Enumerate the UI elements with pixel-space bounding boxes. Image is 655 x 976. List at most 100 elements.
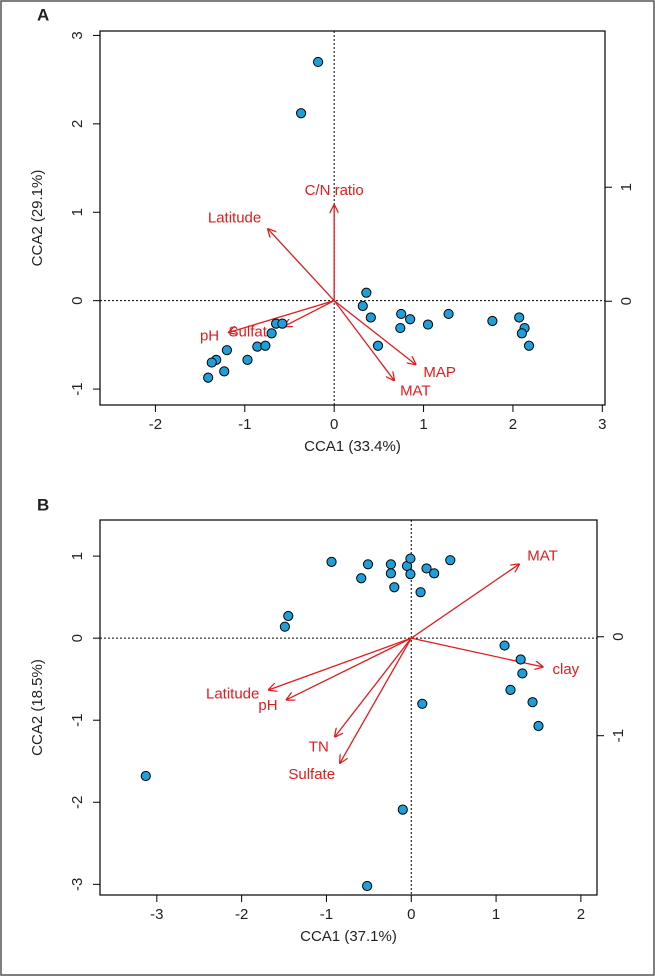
x-axis-label: CCA1 (33.4%) xyxy=(304,438,401,455)
y2-tick-label: 0 xyxy=(618,297,635,305)
y-tick-label: 0 xyxy=(69,296,86,304)
vector-label: pH xyxy=(258,697,277,714)
vector-label: clay xyxy=(552,661,579,678)
y-tick-label: 1 xyxy=(69,552,86,560)
vector-label: MAT xyxy=(400,382,431,399)
x-tick-label: -1 xyxy=(320,906,333,923)
plot-frame xyxy=(99,519,598,896)
y-tick-label: -2 xyxy=(69,796,86,809)
x-tick-label: 2 xyxy=(577,906,585,923)
y-axis-label: CCA2 (18.5%) xyxy=(29,659,46,756)
x-tick-label: -3 xyxy=(150,906,163,923)
site-point xyxy=(260,340,271,351)
plot-frame xyxy=(99,30,606,406)
site-point xyxy=(523,340,535,351)
vector-arrow xyxy=(287,637,412,700)
y-tick-label: 1 xyxy=(69,208,86,216)
site-point xyxy=(219,366,230,377)
site-point xyxy=(405,553,416,564)
site-point xyxy=(385,559,397,570)
vector-arrow xyxy=(333,300,394,381)
vector-label: Sulfate xyxy=(288,766,335,783)
site-point xyxy=(527,697,538,708)
x-axis-label: CCA1 (37.1%) xyxy=(300,928,397,945)
site-point xyxy=(242,354,253,366)
x-tick-label: 0 xyxy=(330,416,338,433)
site-point xyxy=(356,573,367,584)
site-point xyxy=(429,568,440,579)
site-point xyxy=(357,300,368,312)
site-point xyxy=(499,640,510,651)
site-point xyxy=(326,556,337,567)
x-tick-label: -2 xyxy=(235,906,248,923)
vector-label: C/N ratio xyxy=(305,182,364,199)
site-point xyxy=(312,56,324,68)
x-tick-label: -2 xyxy=(149,416,162,433)
y-tick-label: 0 xyxy=(69,634,86,642)
site-point xyxy=(385,568,397,579)
vector-label: MAT xyxy=(527,547,558,564)
site-point xyxy=(421,563,432,574)
y2-tick-label: -1 xyxy=(610,729,627,742)
vector-label: MAP xyxy=(423,364,456,381)
site-point xyxy=(396,308,407,320)
site-point xyxy=(140,770,151,782)
site-point xyxy=(515,654,526,665)
x-tick-label: 1 xyxy=(492,906,500,923)
x-tick-label: -1 xyxy=(238,416,251,433)
site-point xyxy=(517,668,528,679)
x-tick-label: 1 xyxy=(419,416,427,433)
vector-arrow xyxy=(284,300,335,327)
vector-arrow xyxy=(335,637,412,736)
site-point xyxy=(505,684,516,695)
panel-label: A xyxy=(37,5,49,24)
site-point xyxy=(533,720,544,732)
vector-label: Sulfate xyxy=(229,324,276,341)
site-point xyxy=(365,312,376,323)
site-point xyxy=(516,328,527,339)
y2-tick-label: 0 xyxy=(610,633,627,641)
site-point xyxy=(397,804,408,815)
site-point xyxy=(361,287,372,298)
y-tick-label: 2 xyxy=(69,120,86,128)
vector-arrow xyxy=(333,300,415,365)
x-tick-label: 3 xyxy=(598,416,606,433)
site-point xyxy=(203,372,214,383)
site-point xyxy=(405,569,416,580)
site-point xyxy=(389,582,400,593)
y-tick-label: -1 xyxy=(69,382,86,395)
vector-label: pH xyxy=(200,328,219,345)
site-point xyxy=(415,587,426,598)
vector-arrow xyxy=(229,300,335,333)
vector-arrow xyxy=(410,564,519,639)
site-point xyxy=(372,340,384,351)
site-point xyxy=(266,328,277,339)
y-tick-label: 3 xyxy=(69,31,86,39)
site-point xyxy=(277,318,288,329)
vector-arrow xyxy=(269,637,412,690)
site-point xyxy=(405,314,416,325)
vector-label: Latitude xyxy=(208,210,261,227)
x-tick-label: 0 xyxy=(407,906,415,923)
y-tick-label: -3 xyxy=(69,878,86,891)
vector-arrow xyxy=(268,229,335,302)
vector-label: TN xyxy=(309,739,329,756)
site-point xyxy=(443,308,454,320)
site-point xyxy=(445,555,456,566)
site-point xyxy=(296,108,307,119)
y-tick-label: -1 xyxy=(69,714,86,727)
site-point xyxy=(206,357,217,368)
site-point xyxy=(283,610,294,622)
site-point xyxy=(422,319,434,330)
site-point xyxy=(221,345,233,356)
panel-label: B xyxy=(37,495,49,514)
x-tick-label: 2 xyxy=(509,416,517,433)
vector-label: Latitude xyxy=(206,686,259,703)
y-axis-label: CCA2 (29.1%) xyxy=(29,170,46,267)
site-point xyxy=(514,312,525,323)
site-point xyxy=(487,315,498,327)
site-point xyxy=(362,559,374,570)
y2-tick-label: 1 xyxy=(618,183,635,191)
